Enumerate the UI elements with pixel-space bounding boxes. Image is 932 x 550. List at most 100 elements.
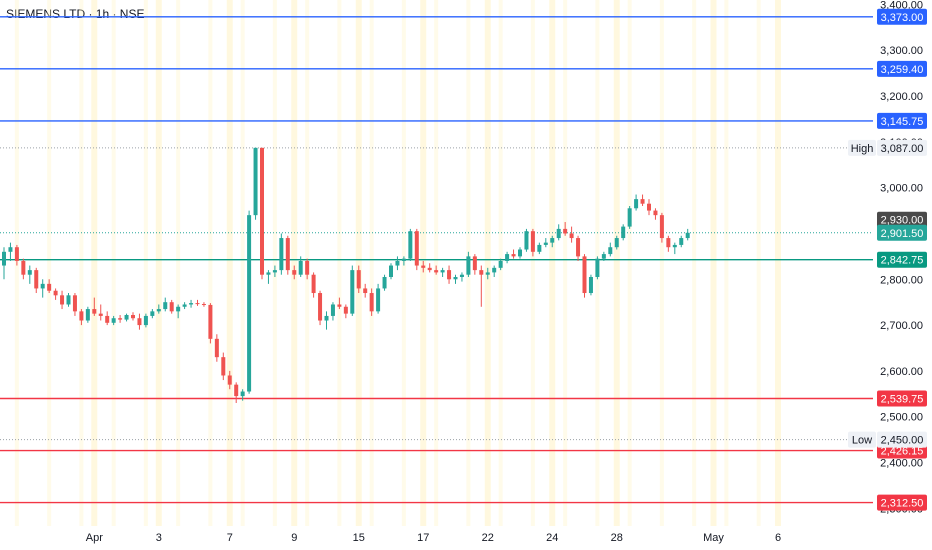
candle-body [260,147,264,275]
candle-body [434,270,439,273]
candle-body [156,309,161,312]
candle-body [266,272,271,275]
candle-body [576,238,581,257]
level-resistance-tag-label: 3,259.40 [881,64,924,76]
candle-body [582,256,587,294]
candle-body [72,295,77,312]
candle-body [350,270,355,314]
candle-body [530,231,535,252]
candle-body [227,375,232,385]
candle-body [60,295,65,305]
vertical-band [369,0,374,526]
candle-body [8,247,13,252]
vertical-band [484,0,491,526]
candle-body [150,311,155,316]
candle-body [511,254,516,257]
candle-body [401,258,406,261]
vertical-band [155,0,162,526]
high-label: High [851,143,874,155]
candle-body [163,302,168,310]
candle-body [414,231,419,266]
current-price-tag-label: 2,930.00 [881,215,924,227]
candle-body [337,304,342,307]
vertical-band [627,0,632,526]
candle-body [247,215,252,392]
candles [2,147,690,403]
candle-body [298,260,303,275]
candle-body [647,203,651,211]
candle-body [640,199,645,204]
candle-body [672,244,677,248]
high-label-box [848,139,876,156]
candle-body [376,288,381,312]
y-tick-label: 2,400.00 [880,458,923,470]
level-lines [0,16,877,504]
vertical-band [240,0,245,526]
candle-body [221,357,226,376]
candle-body [292,270,297,275]
level-resistance-tag [877,8,927,25]
candle-body [214,338,219,358]
candle-body [14,247,19,261]
candle-body [634,199,639,209]
candle-body [201,304,206,306]
candle-body [524,231,529,250]
vertical-band [111,0,116,526]
candle-body [53,290,58,296]
candle-body [279,238,284,271]
vertical-band [530,0,535,526]
candle-body [666,238,671,248]
level-support-tag [877,390,927,407]
chart-title: SIEMENS LTD · 1h · NSE [6,7,145,21]
candle-body [498,260,503,268]
candle-body [569,233,574,239]
y-tick-label: 2,500.00 [880,412,923,424]
candle-body [563,228,568,234]
y-tick-label: 3,400.00 [880,0,923,11]
vertical-band [272,0,277,526]
vertical-band [613,0,620,526]
candle-body [124,315,129,320]
candle-body [543,242,548,245]
candle-body [614,238,619,248]
low-label: Low [852,435,872,447]
candle-body [537,244,542,252]
candle-body [608,247,613,255]
candle-body [518,249,522,257]
candle-body [601,254,606,259]
level-resistance-tag [877,112,927,129]
candle-body [685,232,690,239]
vertical-band [291,0,298,526]
candle-body [2,251,6,266]
candle-body [356,270,361,289]
price-tags: 3,373.00 3,259.40 3,145.75 2,842.75 2,539.75… [848,8,927,511]
level-support-tag-label: 2,426.15 [881,446,924,458]
x-tick-label: 6 [775,532,781,544]
vertical-band [91,0,98,526]
x-tick-label: 7 [227,532,233,544]
candle-body [408,231,413,259]
candle-body [382,276,387,289]
candle-body [550,238,555,243]
candle-body [447,270,452,280]
candle-body [285,238,290,271]
candle-body [105,315,110,323]
level-resistance-tag-label: 3,373.00 [881,12,924,24]
vertical-band [208,0,213,526]
x-axis: Apr 3 7 9 15 17 22 24 28 May 6 [86,532,781,544]
y-axis: 3,400.003,300.003,200.003,100.003,000.00… [873,0,932,550]
candle-body [253,147,258,216]
vertical-band [143,0,148,526]
high-price-tag-label: 3,087.00 [881,143,924,155]
candle-body [311,274,316,294]
low-price-tag-label: 2,450.00 [881,435,924,447]
y-tick-label: 3,000.00 [880,183,923,195]
low-price-tag [877,431,927,448]
candle-body [427,267,432,271]
candle-body [485,272,490,275]
candle-body [34,270,39,289]
vertical-band [724,0,729,526]
vertical-band [775,0,781,526]
candle-body [66,295,71,305]
